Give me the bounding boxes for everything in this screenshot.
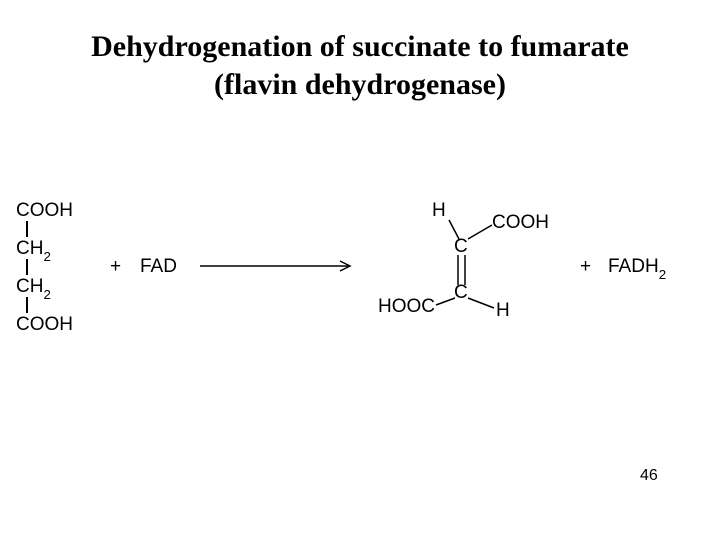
plus-2: + bbox=[580, 256, 591, 278]
bond-v3 bbox=[26, 297, 28, 313]
sub: 2 bbox=[43, 249, 50, 264]
fadh2-pre: FADH bbox=[608, 256, 659, 277]
label: CH bbox=[16, 238, 43, 259]
bond-v2 bbox=[26, 259, 28, 275]
fumarate-top-COOH: COOH bbox=[492, 212, 549, 234]
fumarate-bot-H: H bbox=[496, 300, 510, 322]
plus-1: + bbox=[110, 256, 121, 278]
page-number: 46 bbox=[640, 467, 658, 485]
sub: 2 bbox=[43, 287, 50, 302]
label: COOH bbox=[16, 200, 73, 221]
fadh2-label: FADH2 bbox=[608, 256, 666, 280]
fad-label: FAD bbox=[140, 256, 177, 278]
reaction-arrow-icon bbox=[200, 258, 360, 274]
succinate-ch2-1: CH2 bbox=[16, 238, 51, 262]
fumarate-bot-HOOC: HOOC bbox=[378, 296, 435, 318]
fumarate-C-bot: C bbox=[454, 282, 468, 304]
fumarate-C-top: C bbox=[454, 236, 468, 258]
fumarate-top-H: H bbox=[432, 200, 446, 222]
succinate-cooh-top: COOH bbox=[16, 200, 73, 222]
succinate-ch2-2: CH2 bbox=[16, 276, 51, 300]
label: COOH bbox=[16, 314, 73, 335]
succinate-cooh-bot: COOH bbox=[16, 314, 73, 336]
title-line1: Dehydrogenation of succinate to fumarate bbox=[0, 30, 720, 64]
label: CH bbox=[16, 276, 43, 297]
fadh2-sub: 2 bbox=[659, 267, 666, 282]
bond-v1 bbox=[26, 221, 28, 237]
title-line2: (flavin dehydrogenase) bbox=[0, 68, 720, 102]
